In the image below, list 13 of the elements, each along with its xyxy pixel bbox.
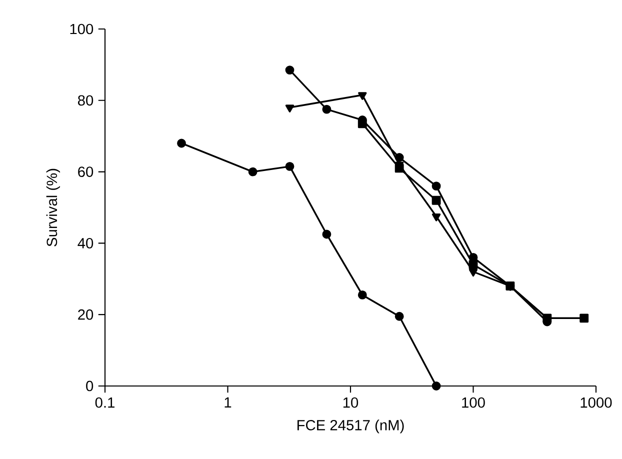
y-tick-label: 40	[78, 238, 94, 248]
y-tick-label: 0	[86, 380, 94, 392]
y-tick-label: 60	[78, 166, 94, 177]
y-tick-label: 100	[70, 24, 94, 34]
x-tick-label: 1000	[580, 397, 612, 408]
y-tick-label: 80	[78, 95, 94, 106]
x-tick-label: 100	[462, 397, 485, 408]
x-tick-label: 1	[224, 397, 232, 408]
x-tick-label: 10	[343, 397, 358, 408]
x-axis-title: FCE 24517 (nM)	[298, 420, 404, 434]
y-axis-title: Survival (%)	[46, 168, 60, 246]
x-tick-label: 0.1	[95, 397, 114, 408]
y-tick-label: 20	[78, 309, 94, 320]
